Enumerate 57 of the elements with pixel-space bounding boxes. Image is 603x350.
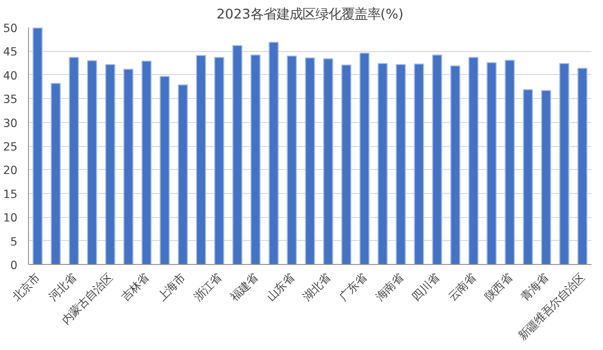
bar: [468, 56, 478, 264]
bar: [142, 60, 152, 264]
y-tick-label: 35: [3, 92, 18, 106]
y-tick-label: 0: [10, 258, 18, 272]
bar: [196, 54, 206, 264]
y-tick-label: 50: [3, 21, 18, 35]
bar: [504, 60, 515, 264]
bar: [250, 54, 261, 264]
x-tick-label: 四川省: [408, 270, 442, 304]
y-tick-label: 20: [3, 163, 18, 178]
x-tick-label: 河北省: [46, 270, 79, 304]
x-tick-label: 云南省: [445, 270, 478, 304]
bar: [359, 52, 370, 264]
x-tick-label: 上海市: [154, 270, 188, 304]
bar: [214, 56, 224, 264]
y-tick-label: 5: [10, 234, 18, 248]
x-tick-label: 海南省: [372, 270, 406, 304]
bar: [268, 42, 279, 264]
bar: [541, 90, 552, 264]
bar: [68, 56, 79, 264]
bar: [286, 55, 297, 264]
x-tick-label: 山东省: [264, 270, 297, 304]
bar: [123, 68, 134, 264]
bar: [304, 57, 316, 264]
bar: [414, 64, 424, 264]
chart-title: 2023各省建成区绿化覆盖率(%): [216, 6, 404, 22]
x-tick-label: 青海省: [518, 270, 552, 304]
y-tick-label: 15: [3, 186, 18, 201]
bar: [32, 28, 43, 264]
y-tick-label: 30: [3, 116, 18, 130]
bar: [178, 84, 188, 264]
x-tick-label: 陕西省: [481, 270, 515, 304]
bar: [577, 68, 588, 264]
bar: [450, 65, 460, 264]
bar: [522, 89, 533, 264]
x-tick-label: 吉林省: [118, 270, 152, 304]
bar: [232, 45, 242, 264]
y-tick-label: 25: [3, 140, 18, 154]
x-tick-label: 浙江省: [190, 270, 224, 304]
y-tick-label: 40: [3, 68, 18, 82]
bar: [378, 63, 388, 264]
x-tick-label: 湖北省: [300, 270, 334, 304]
bar: [396, 64, 406, 264]
bar: [160, 76, 170, 264]
bar: [105, 64, 116, 264]
x-tick-label: 北京市: [9, 270, 43, 304]
bar: [323, 58, 334, 264]
y-tick-label: 45: [3, 44, 18, 59]
bar: [432, 54, 442, 264]
bar: [50, 82, 61, 264]
bar: [486, 62, 497, 264]
x-tick-label: 福建省: [227, 270, 260, 304]
y-tick-label: 10: [3, 210, 18, 225]
x-tick-label: 广东省: [336, 270, 370, 304]
bar: [559, 63, 570, 264]
bar: [87, 60, 98, 264]
bar: [341, 64, 352, 264]
